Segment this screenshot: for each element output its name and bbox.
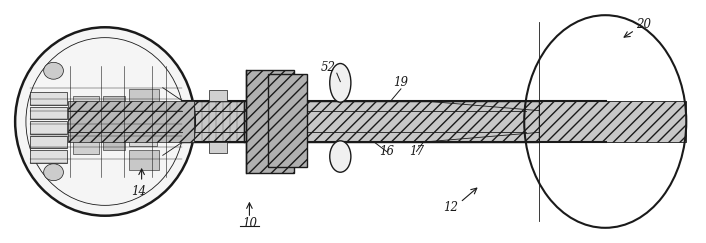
Bar [129,109,157,125]
Bar [73,134,100,154]
Bar [30,121,67,134]
Ellipse shape [44,164,64,181]
Bar [73,112,100,132]
Bar [268,74,307,167]
Bar [129,130,157,146]
Ellipse shape [330,63,351,102]
Ellipse shape [15,27,195,216]
Ellipse shape [44,62,64,79]
Text: 20: 20 [636,18,651,31]
Bar [30,150,67,163]
Bar [30,107,67,119]
Bar [246,69,294,174]
Bar [73,96,100,111]
Bar [68,101,194,142]
Bar [209,90,227,101]
Text: 10: 10 [242,217,257,230]
Bar [539,101,686,142]
Bar [103,132,126,150]
Text: 16: 16 [379,145,395,158]
Bar [30,92,67,105]
Bar [129,150,159,170]
Ellipse shape [330,141,351,172]
Bar [30,136,67,148]
Bar [209,142,227,153]
Text: 19: 19 [393,76,408,89]
Bar [182,101,539,142]
Bar [103,96,126,112]
Text: 14: 14 [131,185,146,198]
Text: 12: 12 [443,201,457,214]
Bar [129,89,159,107]
Text: 52: 52 [321,61,336,74]
Bar [103,113,126,131]
Text: 17: 17 [409,145,424,158]
